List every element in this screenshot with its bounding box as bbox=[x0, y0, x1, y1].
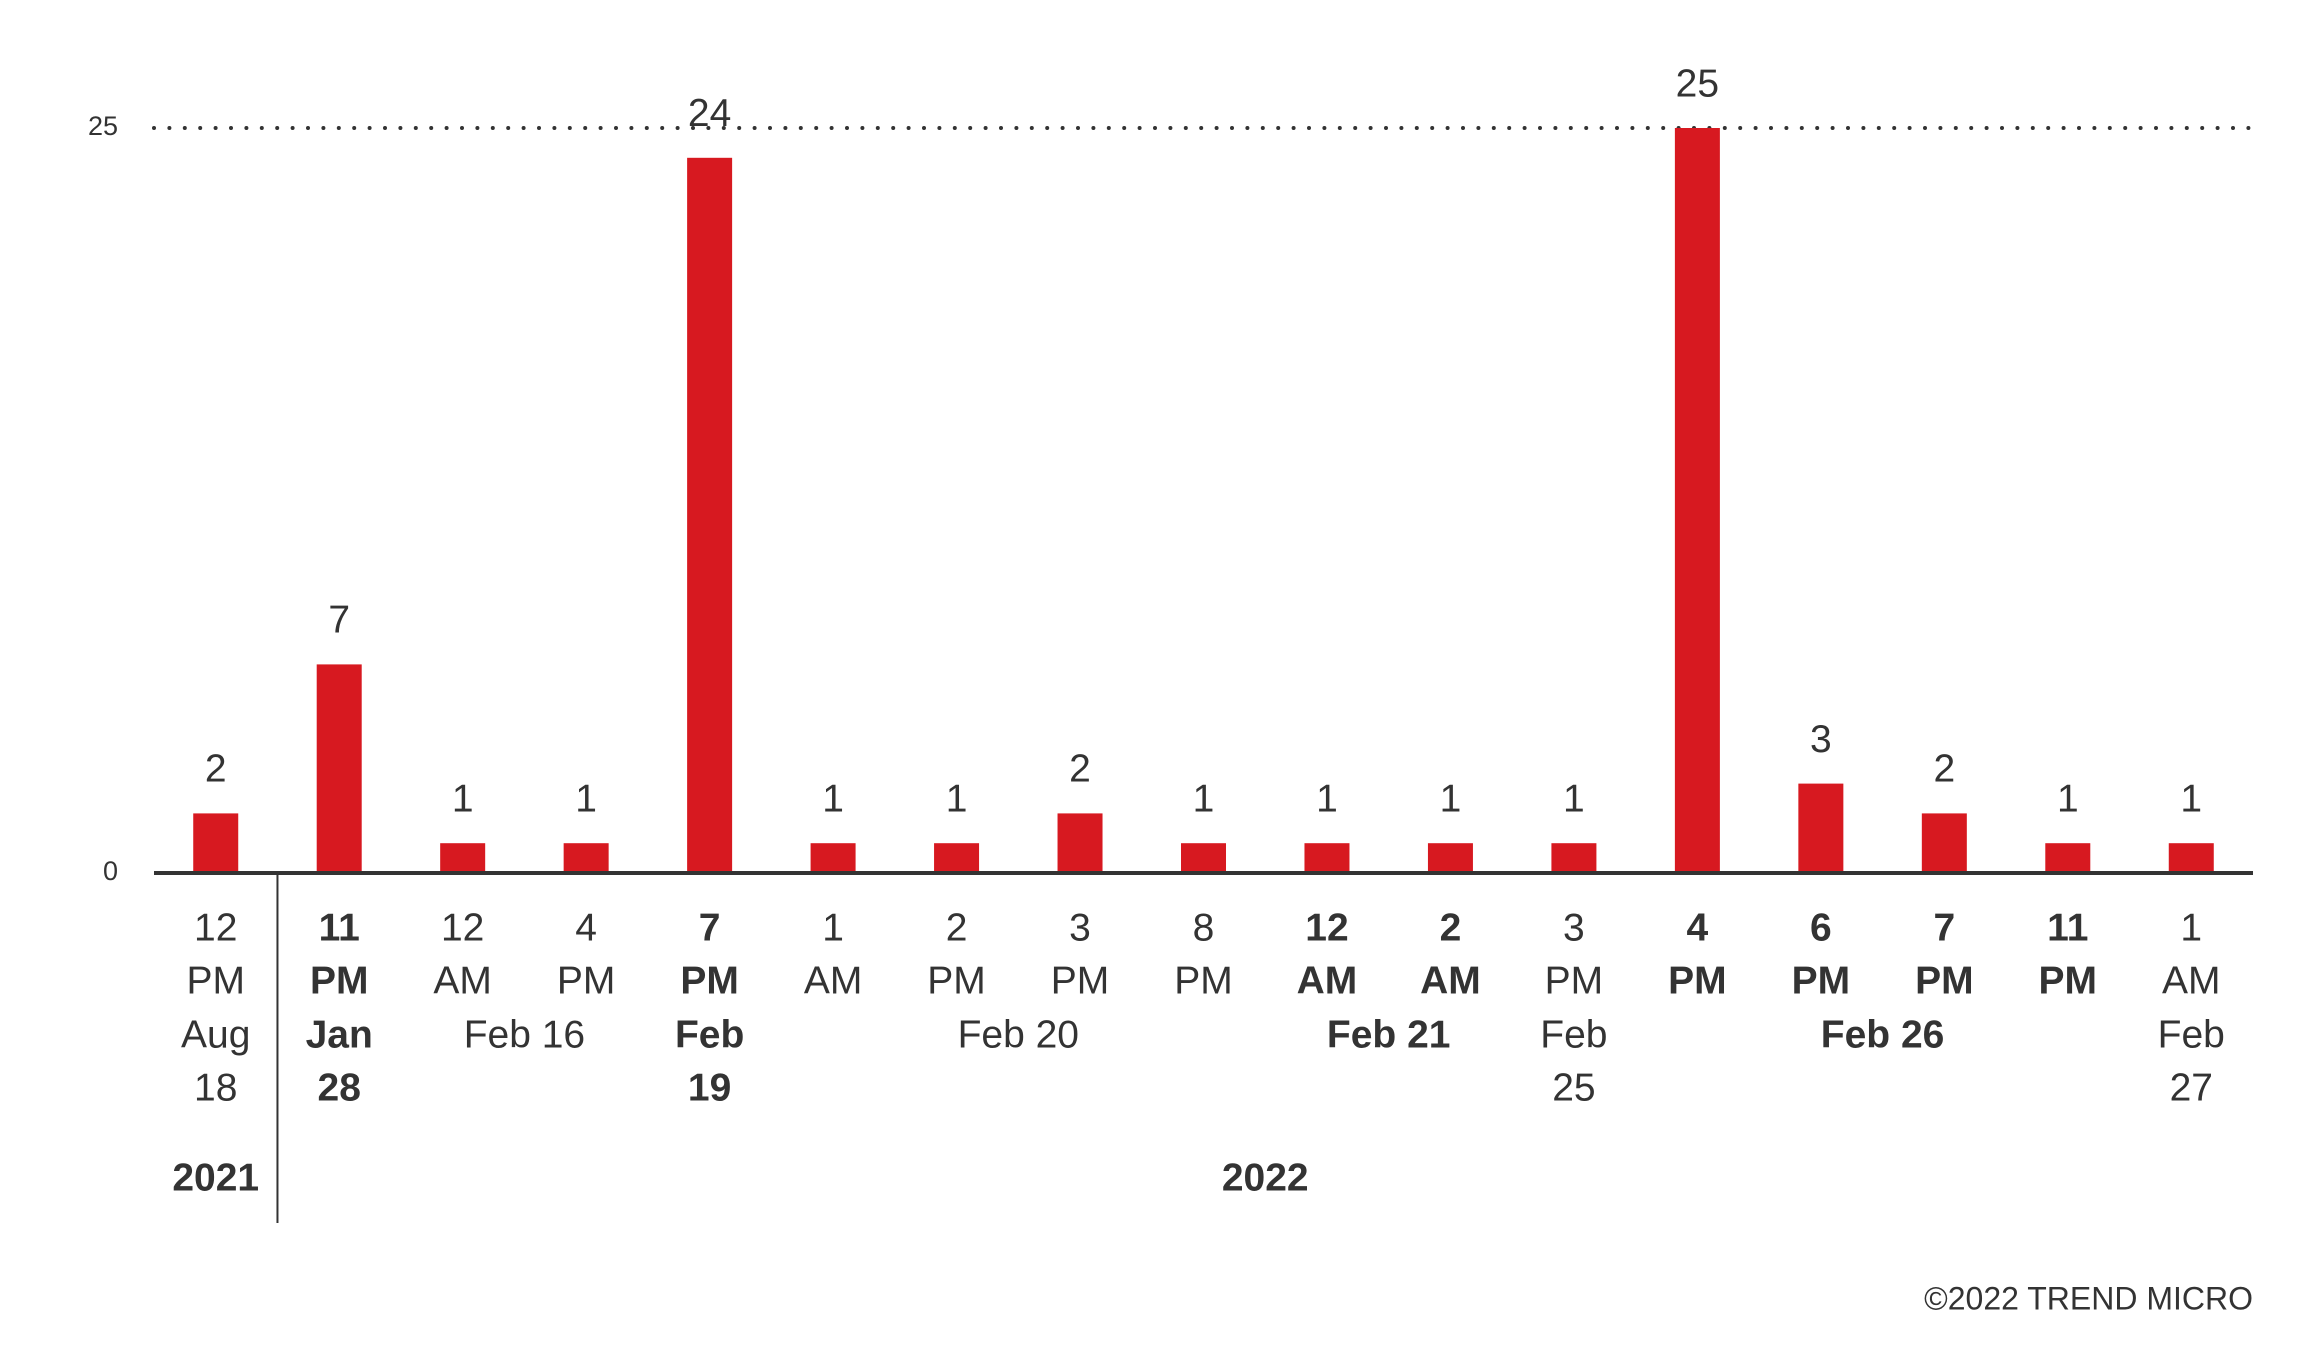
x-tick-meridiem: AM bbox=[2162, 959, 2221, 1002]
date-label: Jan bbox=[306, 1013, 373, 1056]
date-label: 18 bbox=[194, 1066, 237, 1109]
bar bbox=[810, 843, 856, 873]
bar bbox=[2168, 843, 2214, 873]
date-label: 28 bbox=[318, 1066, 361, 1109]
x-tick-label: 8 bbox=[1193, 906, 1215, 949]
value-label: 1 bbox=[2180, 777, 2202, 820]
x-tick-meridiem: PM bbox=[1915, 959, 1974, 1002]
date-label: Aug bbox=[181, 1013, 250, 1056]
bar bbox=[1304, 843, 1350, 873]
bar bbox=[2045, 843, 2091, 873]
date-label: Feb 26 bbox=[1821, 1013, 1945, 1056]
x-tick-meridiem: AM bbox=[1297, 959, 1358, 1002]
value-label: 2 bbox=[1069, 748, 1091, 791]
value-label: 2 bbox=[1933, 748, 1955, 791]
y-tick-label: 25 bbox=[88, 111, 118, 141]
bar bbox=[563, 843, 609, 873]
x-tick-label: 1 bbox=[2180, 906, 2202, 949]
x-tick-meridiem: PM bbox=[680, 959, 739, 1002]
x-tick-label: 7 bbox=[1933, 906, 1955, 949]
year-label: 2022 bbox=[1222, 1156, 1309, 1199]
x-tick-label: 6 bbox=[1810, 906, 1832, 949]
value-label: 1 bbox=[575, 777, 597, 820]
x-tick-label: 3 bbox=[1563, 906, 1585, 949]
value-label: 24 bbox=[688, 92, 731, 135]
x-tick-meridiem: PM bbox=[1174, 959, 1233, 1002]
date-label: Feb 20 bbox=[958, 1013, 1079, 1056]
value-label: 2 bbox=[205, 748, 227, 791]
value-label: 1 bbox=[452, 777, 474, 820]
bar bbox=[1427, 843, 1473, 873]
value-label: 1 bbox=[946, 777, 968, 820]
x-tick-meridiem: PM bbox=[1545, 959, 1604, 1002]
x-tick-label: 2 bbox=[1440, 906, 1462, 949]
bar bbox=[1057, 813, 1103, 873]
value-label: 1 bbox=[1563, 777, 1585, 820]
value-label: 25 bbox=[1676, 62, 1719, 105]
date-label: 27 bbox=[2170, 1066, 2213, 1109]
x-tick-label: 4 bbox=[575, 906, 597, 949]
x-tick-label: 11 bbox=[319, 906, 360, 949]
date-label: Feb 16 bbox=[464, 1013, 585, 1056]
x-tick-label: 4 bbox=[1687, 906, 1709, 949]
date-label: Feb bbox=[1540, 1013, 1607, 1056]
x-tick-meridiem: PM bbox=[927, 959, 986, 1002]
bar bbox=[193, 813, 239, 873]
date-label: 19 bbox=[688, 1066, 731, 1109]
x-tick-label: 7 bbox=[699, 906, 721, 949]
year-label: 2021 bbox=[172, 1156, 259, 1199]
x-tick-label: 1 bbox=[822, 906, 844, 949]
bar bbox=[1921, 813, 1967, 873]
x-tick-label: 2 bbox=[946, 906, 968, 949]
y-tick-label: 0 bbox=[103, 856, 118, 886]
x-tick-meridiem: AM bbox=[804, 959, 863, 1002]
bar bbox=[934, 843, 980, 873]
x-tick-meridiem: AM bbox=[433, 959, 492, 1002]
bar bbox=[440, 843, 486, 873]
value-label: 1 bbox=[2057, 777, 2079, 820]
date-label: 25 bbox=[1552, 1066, 1595, 1109]
value-label: 1 bbox=[822, 777, 844, 820]
bar bbox=[1181, 843, 1226, 873]
bar bbox=[316, 664, 362, 873]
bar bbox=[1798, 783, 1844, 873]
footer: ©2022 TREND MICRO bbox=[1924, 1280, 2253, 1316]
date-label: Feb 21 bbox=[1327, 1013, 1451, 1056]
date-label: Feb bbox=[2158, 1013, 2225, 1056]
x-tick-meridiem: PM bbox=[1792, 959, 1851, 1002]
x-tick-meridiem: PM bbox=[310, 959, 369, 1002]
x-tick-label: 3 bbox=[1069, 906, 1091, 949]
value-label: 1 bbox=[1316, 777, 1338, 820]
x-tick-label: 12 bbox=[194, 906, 237, 949]
value-label: 1 bbox=[1193, 777, 1215, 820]
x-tick-meridiem: PM bbox=[557, 959, 616, 1002]
bar bbox=[1551, 843, 1597, 873]
bar bbox=[687, 157, 733, 874]
x-tick-label: 12 bbox=[1305, 906, 1348, 949]
value-label: 3 bbox=[1810, 718, 1832, 761]
x-tick-meridiem: AM bbox=[1420, 959, 1481, 1002]
x-tick-meridiem: PM bbox=[1668, 959, 1727, 1002]
x-tick-meridiem: PM bbox=[186, 959, 245, 1002]
date-label: Feb bbox=[675, 1013, 744, 1056]
value-label: 1 bbox=[1440, 777, 1462, 820]
x-tick-label: 11 bbox=[2047, 906, 2088, 949]
bar bbox=[1674, 128, 1720, 873]
x-tick-meridiem: PM bbox=[1051, 959, 1110, 1002]
x-tick-meridiem: PM bbox=[2039, 959, 2098, 1002]
x-tick-label: 12 bbox=[441, 906, 484, 949]
value-label: 7 bbox=[328, 599, 350, 642]
